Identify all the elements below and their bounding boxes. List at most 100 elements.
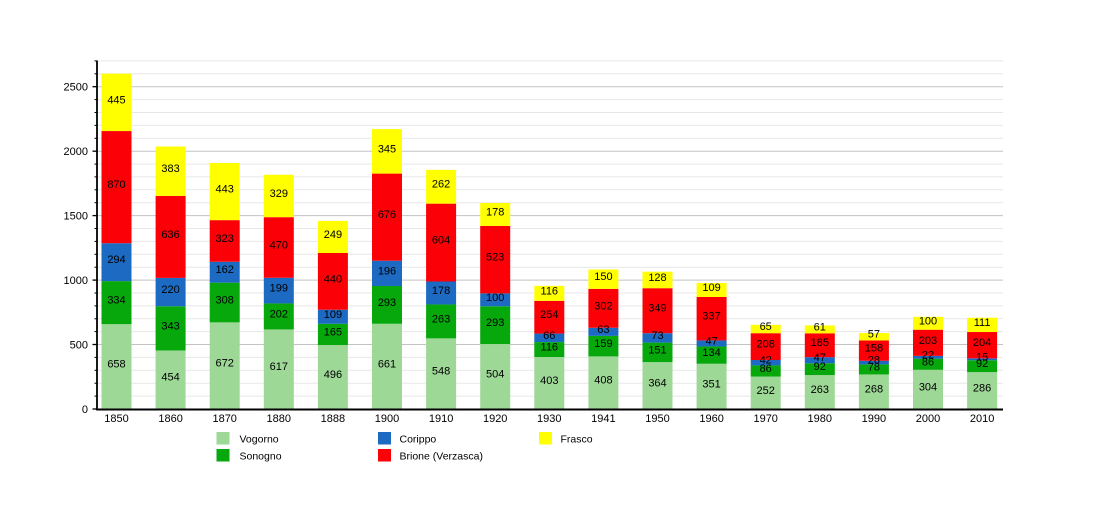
svg-text:65: 65 [760,321,772,333]
svg-text:109: 109 [702,282,720,294]
svg-text:47: 47 [705,335,717,347]
svg-text:78: 78 [868,361,880,373]
svg-text:159: 159 [594,338,612,350]
svg-text:1860: 1860 [158,413,182,425]
svg-text:304: 304 [919,381,937,393]
svg-text:308: 308 [216,295,234,307]
svg-text:343: 343 [161,320,179,332]
svg-text:162: 162 [216,264,234,276]
svg-text:1500: 1500 [64,210,88,222]
svg-text:323: 323 [216,233,234,245]
svg-text:Corippo: Corippo [400,434,437,446]
svg-text:134: 134 [702,347,720,359]
svg-text:0: 0 [82,404,88,416]
svg-text:2010: 2010 [970,413,994,425]
svg-text:Frasco: Frasco [561,434,593,446]
svg-text:15: 15 [976,351,988,363]
svg-text:2500: 2500 [64,82,88,94]
svg-text:204: 204 [973,337,991,349]
svg-text:636: 636 [161,229,179,241]
svg-text:337: 337 [702,311,720,323]
svg-text:63: 63 [597,324,609,336]
svg-text:1870: 1870 [212,413,236,425]
svg-text:504: 504 [486,369,504,381]
svg-text:548: 548 [432,366,450,378]
svg-text:86: 86 [922,356,934,368]
svg-text:150: 150 [594,271,612,283]
svg-text:1900: 1900 [375,413,399,425]
svg-text:661: 661 [378,358,396,370]
svg-text:1888: 1888 [321,413,345,425]
svg-text:496: 496 [324,369,342,381]
svg-text:116: 116 [541,285,559,297]
svg-text:440: 440 [324,273,342,285]
svg-text:870: 870 [107,179,125,191]
svg-text:345: 345 [378,143,396,155]
svg-text:1000: 1000 [64,275,88,287]
svg-text:185: 185 [811,337,829,349]
svg-text:1850: 1850 [104,413,128,425]
svg-text:203: 203 [919,335,937,347]
svg-text:676: 676 [378,209,396,221]
svg-text:351: 351 [702,378,720,390]
svg-text:604: 604 [432,235,450,247]
svg-text:263: 263 [811,384,829,396]
svg-text:1880: 1880 [267,413,291,425]
svg-text:86: 86 [760,363,772,375]
svg-text:1941: 1941 [591,413,615,425]
svg-text:128: 128 [648,272,666,284]
svg-text:196: 196 [378,265,396,277]
svg-text:220: 220 [161,284,179,296]
svg-text:1920: 1920 [483,413,507,425]
svg-text:249: 249 [324,229,342,241]
svg-text:408: 408 [594,375,612,387]
svg-text:42: 42 [760,355,772,367]
svg-text:349: 349 [648,303,666,315]
svg-text:470: 470 [270,240,288,252]
svg-text:443: 443 [216,184,234,196]
svg-text:165: 165 [324,326,342,338]
svg-text:293: 293 [486,317,504,329]
svg-text:202: 202 [270,308,288,320]
svg-text:151: 151 [648,344,666,356]
svg-text:22: 22 [922,349,934,361]
svg-text:73: 73 [651,330,663,342]
svg-text:334: 334 [107,295,125,307]
svg-text:293: 293 [378,297,396,309]
svg-text:672: 672 [216,358,234,370]
svg-text:66: 66 [543,330,555,342]
svg-text:208: 208 [757,339,775,351]
svg-text:Brione (Verzasca): Brione (Verzasca) [400,451,483,463]
svg-text:263: 263 [432,313,450,325]
svg-text:178: 178 [486,207,504,219]
svg-text:158: 158 [865,343,883,355]
svg-text:617: 617 [270,361,288,373]
svg-text:1930: 1930 [537,413,561,425]
svg-text:178: 178 [432,285,450,297]
svg-text:252: 252 [757,385,775,397]
svg-text:658: 658 [107,359,125,371]
svg-text:111: 111 [974,317,991,329]
svg-text:116: 116 [541,342,559,354]
svg-text:403: 403 [540,375,558,387]
svg-text:329: 329 [270,188,288,200]
svg-text:57: 57 [868,329,880,341]
svg-text:500: 500 [70,339,88,351]
svg-text:523: 523 [486,252,504,264]
svg-text:254: 254 [540,309,558,321]
svg-text:92: 92 [976,358,988,370]
svg-text:Sonogno: Sonogno [240,451,282,463]
svg-text:199: 199 [270,283,288,295]
svg-text:28: 28 [868,355,880,367]
svg-text:268: 268 [865,384,883,396]
svg-text:383: 383 [161,163,179,175]
svg-text:262: 262 [432,179,450,191]
svg-text:302: 302 [594,300,612,312]
svg-text:454: 454 [161,372,179,384]
svg-text:1960: 1960 [699,413,723,425]
svg-text:2000: 2000 [916,413,940,425]
svg-text:445: 445 [107,94,125,106]
svg-text:1910: 1910 [429,413,453,425]
svg-text:286: 286 [973,383,991,395]
svg-text:2000: 2000 [64,146,88,158]
